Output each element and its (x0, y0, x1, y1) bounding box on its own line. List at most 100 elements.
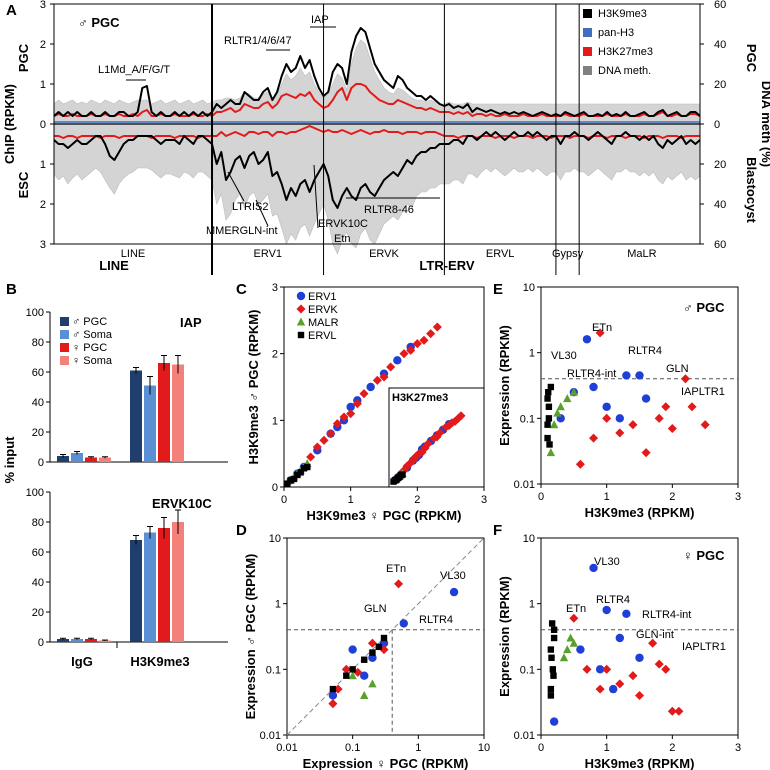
legend-label: ♂ PGC (72, 316, 107, 328)
y-axis-label: Expression (RPKM) (497, 325, 512, 446)
inset-marker-ervl (399, 471, 406, 478)
annotation-etn: Etn (334, 233, 351, 245)
marker-malr (553, 408, 562, 417)
annotation-gln-int: GLN-int (636, 629, 674, 641)
panel-f-title: ♀ PGC (683, 548, 725, 563)
x-tick-label: 1 (348, 494, 354, 506)
marker-ervl (349, 666, 356, 673)
annotation-iapltr1: IAPLTR1 (682, 641, 726, 653)
marker-ervk (426, 329, 436, 339)
x-tick-label: 1 (604, 491, 610, 503)
y-tick-label-left: 2 (40, 39, 46, 51)
annotation-mmergln: MMERGLN-int (206, 225, 278, 237)
annotation-gln: GLN (364, 603, 387, 615)
marker-ervl (550, 634, 558, 642)
b-subplot-title: ERVK10C (152, 496, 212, 511)
marker-ervl (329, 685, 337, 693)
marker-ervl (545, 415, 553, 422)
marker-ervl (544, 421, 551, 428)
marker-ervl (375, 643, 382, 651)
panel-label-c: C (236, 281, 247, 298)
marker-ervk (628, 420, 638, 430)
y-tick-label: 0.1 (520, 664, 535, 676)
marker-ervl (343, 672, 350, 679)
panel-a-title: ♂ PGC (78, 15, 120, 30)
panel-label-f: F (493, 522, 502, 539)
legend-swatch (60, 317, 69, 326)
plot-frame (283, 286, 485, 488)
y-axis-label: Expression ♂ PGC (RPKM) (243, 554, 258, 720)
marker-ervk (595, 684, 605, 694)
marker-malr (559, 653, 569, 662)
marker-ervk (595, 328, 605, 338)
marker-ervl (294, 471, 301, 479)
x-axis-label: H3K9me3 (RPKM) (585, 505, 695, 520)
marker-ervk (359, 389, 369, 399)
annotation-pointer (255, 199, 269, 227)
bar (85, 457, 97, 462)
marker-ervl (550, 672, 557, 679)
marker-ervl (544, 395, 551, 402)
bar (85, 639, 97, 642)
b-x-category: H3K9me3 (130, 654, 189, 669)
y-tick-label: 0 (272, 482, 278, 494)
b-y-tick-label: 20 (32, 607, 44, 619)
x-tick-label: 2 (669, 742, 675, 754)
marker-erv1 (393, 356, 402, 365)
annotation-ervk10c: ERVK10C (318, 218, 368, 230)
legend-marker (296, 304, 306, 314)
h3k9me3-pgc-line (53, 27, 701, 117)
marker-malr (566, 633, 575, 642)
y-tick-label-right: 60 (714, 239, 726, 251)
y-tick-label: 10 (269, 533, 281, 545)
marker-ervl (546, 441, 553, 448)
legend-label: pan-H3 (598, 27, 634, 39)
b-subplot-title: IAP (180, 315, 202, 330)
annotation-vl30: VL30 (551, 350, 577, 362)
bar (57, 456, 69, 462)
legend-marker (296, 317, 306, 326)
marker-malr (569, 387, 579, 396)
marker-ervk (589, 433, 599, 443)
x-tick-label: 3 (735, 742, 741, 754)
annotation-etn: ETn (592, 322, 612, 334)
bar (71, 639, 83, 642)
marker-erv1 (549, 717, 559, 726)
annotation-rltr4: RLTR4 (596, 594, 630, 606)
y-tick-label-right: 20 (714, 159, 726, 171)
marker-malr (549, 420, 559, 429)
marker-erv1 (589, 563, 598, 573)
marker-erv1 (360, 671, 369, 680)
x-tick-label: 0 (281, 494, 287, 506)
bar (99, 640, 111, 642)
marker-malr (368, 679, 377, 688)
marker-erv1 (595, 665, 605, 674)
marker-ervk (661, 402, 671, 412)
marker-ervl (297, 469, 304, 476)
marker-ervk (394, 579, 404, 589)
marker-malr (360, 690, 369, 699)
annotation-rltr8: RLTR8-46 (364, 204, 414, 216)
marker-erv1 (615, 633, 624, 643)
annotation-rltr4: RLTR4 (628, 345, 662, 357)
marker-erv1 (366, 382, 375, 392)
x-tick-label: 1 (415, 742, 421, 754)
legend-label: MALR (308, 317, 339, 329)
x-tick-label: 0 (538, 491, 544, 503)
bar (144, 385, 156, 462)
x-tick-label: 2 (669, 491, 675, 503)
marker-ervk (326, 429, 336, 439)
marker-malr (556, 402, 565, 411)
section-label: MaLR (627, 248, 656, 260)
x-tick-label: 3 (735, 491, 741, 503)
marker-ervk (582, 664, 592, 674)
section-label: ERVL (486, 248, 515, 260)
b-y-axis-label: % input (2, 436, 17, 484)
marker-erv1 (602, 402, 611, 411)
section-label: ERV1 (254, 248, 283, 260)
y-tick-label: 0.1 (520, 413, 535, 425)
legend-marker (296, 291, 306, 301)
panel-f: 0 1 2 3 0.01 0.1 1 10 H3K9me3 (RPKM) Expression (… (493, 522, 741, 770)
marker-malr (546, 448, 556, 457)
marker-erv1 (399, 619, 408, 628)
